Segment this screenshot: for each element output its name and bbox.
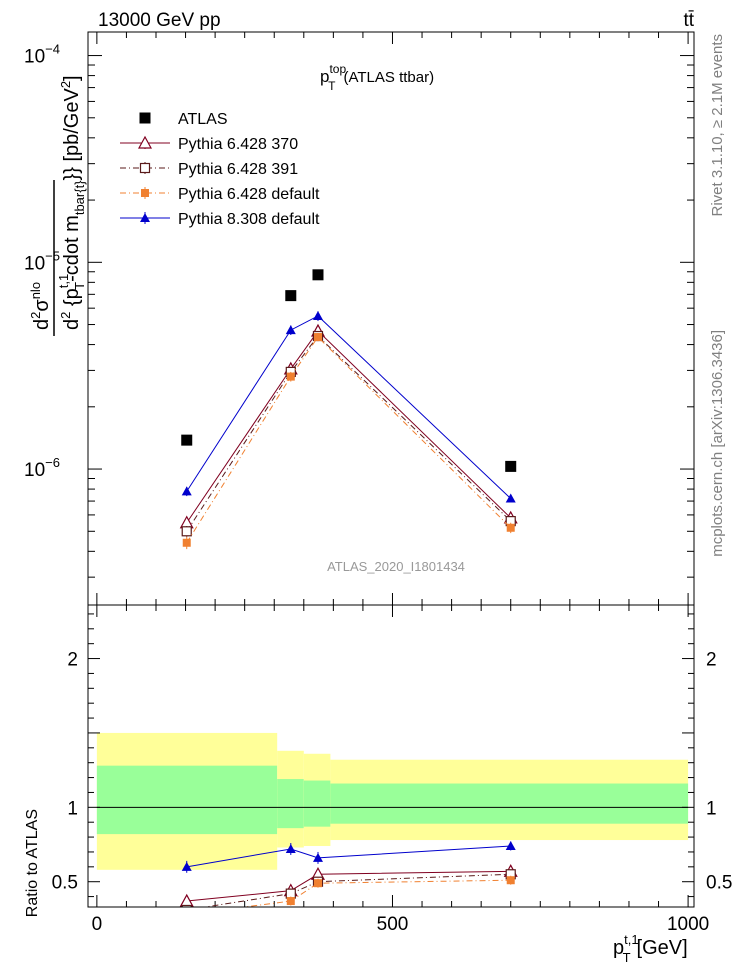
series-0: [181, 269, 517, 472]
series-line: [186, 330, 512, 524]
ratio-point: [181, 904, 192, 907]
ratio-point: [183, 910, 191, 918]
ratio-y-axis-label: Ratio to ATLAS: [24, 809, 41, 917]
legend-marker: [140, 213, 150, 222]
x-axis-label: pt,1 T [GeV]: [613, 932, 688, 965]
data-point: [506, 523, 515, 532]
ratio-y-tick-label: 1: [67, 798, 78, 819]
ratio-line: [186, 870, 511, 902]
header-energy: 13000 GeV pp: [98, 10, 221, 31]
main-panel: 10−6 10−5 10−4 ptop T (ATLAS ttbar) ATLAS_20…: [24, 31, 695, 606]
legend-item: Pythia 8.308 default: [120, 211, 320, 228]
ratio-y-tick-label-right: 2: [706, 650, 717, 671]
data-point: [505, 460, 517, 472]
uncertainty-band-inner: [303, 780, 331, 827]
legend-label: Pythia 6.428 default: [178, 186, 320, 203]
svg-text:d2 {pt,1T-cdot mtbar{t}}} [pb/: d2 {pt,1T-cdot mtbar{t}}} [pb/GeV2]: [56, 75, 87, 330]
ratio-y-tick-label: 2: [67, 650, 78, 671]
data-point: [181, 486, 192, 496]
main-y-tick-label: 10−4: [24, 42, 60, 68]
plot-title: ptop T (ATLAS ttbar): [320, 62, 434, 93]
series-line: [186, 315, 512, 499]
x-tick-label: 0: [92, 914, 103, 935]
ratio-y-tick-label-right: 0.5: [706, 873, 732, 894]
uncertainty-band-inner: [96, 765, 278, 835]
ratio-series-2: [183, 875, 515, 918]
ratio-point: [313, 879, 322, 888]
legend-marker: [139, 162, 151, 174]
legend-marker: [139, 112, 151, 124]
plot-title-rest: (ATLAS ttbar): [344, 69, 435, 86]
ratio-line: [240, 879, 511, 907]
legend-label: ATLAS: [178, 111, 228, 128]
ratio-panel: 0 500 1000 0.5 0.5 1 1 2 2 Ratio to ATLAS pt,1 T […: [24, 604, 732, 965]
analysis-label: ATLAS_2020_I1801434: [327, 559, 465, 574]
ratio-line: [202, 873, 511, 907]
mcplots-label: mcplots.cern.ch [arXiv:1306.3436]: [709, 330, 726, 557]
series-2: [181, 330, 516, 537]
ratio-series-0: [179, 864, 518, 907]
data-point: [313, 333, 322, 342]
data-point: [286, 372, 295, 381]
data-point: [285, 290, 297, 302]
main-y-tick-label: 10−6: [24, 455, 60, 481]
legend-item: Pythia 6.428 default: [120, 186, 320, 203]
ratio-series-3: [181, 841, 516, 873]
ratio-frame: [87, 604, 695, 908]
plot-title-main: p: [320, 67, 329, 86]
ratio-line: [186, 845, 511, 868]
data-point: [505, 493, 516, 503]
ratio-point: [312, 852, 323, 862]
ratio-y-tick-label: 0.5: [52, 873, 78, 894]
legend-label: Pythia 6.428 391: [178, 161, 298, 178]
header-process: tt̄: [683, 10, 694, 31]
legend-item: Pythia 6.428 391: [120, 161, 298, 178]
plot-title-sub: T: [328, 79, 336, 93]
data-point: [181, 526, 192, 537]
data-point: [182, 538, 191, 547]
rivet-label: Rivet 3.1.10, ≥ 2.1M events: [709, 34, 726, 217]
x-tick-label: 500: [377, 914, 409, 935]
ratio-point: [286, 897, 295, 906]
ratio-point: [506, 876, 515, 885]
main-y-tick-label: 10−5: [24, 248, 60, 274]
legend-marker: [141, 189, 149, 197]
data-point: [181, 434, 193, 446]
ratio-y-tick-label-right: 1: [706, 798, 717, 819]
legend-item: Pythia 6.428 370: [120, 135, 298, 153]
data-point: [312, 269, 324, 281]
x-tick-label: 1000: [667, 914, 709, 935]
legend-item: ATLAS: [139, 111, 228, 128]
x-axis-label-sup: t,1: [624, 932, 638, 947]
ratio-series-1: [181, 869, 516, 907]
legend-label: Pythia 8.308 default: [178, 211, 320, 228]
legend: ATLAS Pythia 6.428 370 Pythia 6.428 391 Pyt…: [120, 111, 320, 228]
series-line: [186, 335, 512, 532]
series-3: [182, 333, 515, 550]
plot-title-sup: top: [329, 62, 346, 76]
ratio-point: [285, 843, 296, 853]
uncertainty-band-inner: [277, 779, 304, 829]
x-axis-label-unit: [GeV]: [637, 937, 688, 959]
data-point: [312, 310, 323, 320]
x-axis-label-sub: T: [623, 950, 631, 965]
legend-label: Pythia 6.428 370: [178, 136, 298, 153]
legend-marker: [137, 135, 153, 149]
ratio-point: [505, 841, 516, 851]
main-y-axis-label: d2σnlo d2 {pt,1T-cdot mtbar{t}}} [pb/GeV…: [28, 75, 87, 336]
uncertainty-band-inner: [330, 783, 689, 824]
data-point: [285, 325, 296, 335]
svg-text:d2σnlo: d2σnlo: [28, 282, 53, 330]
series-1: [179, 323, 518, 529]
x-axis-label-main: p: [613, 937, 624, 959]
series-line: [186, 336, 512, 544]
ratio-point: [181, 861, 192, 871]
series-4: [181, 310, 516, 503]
